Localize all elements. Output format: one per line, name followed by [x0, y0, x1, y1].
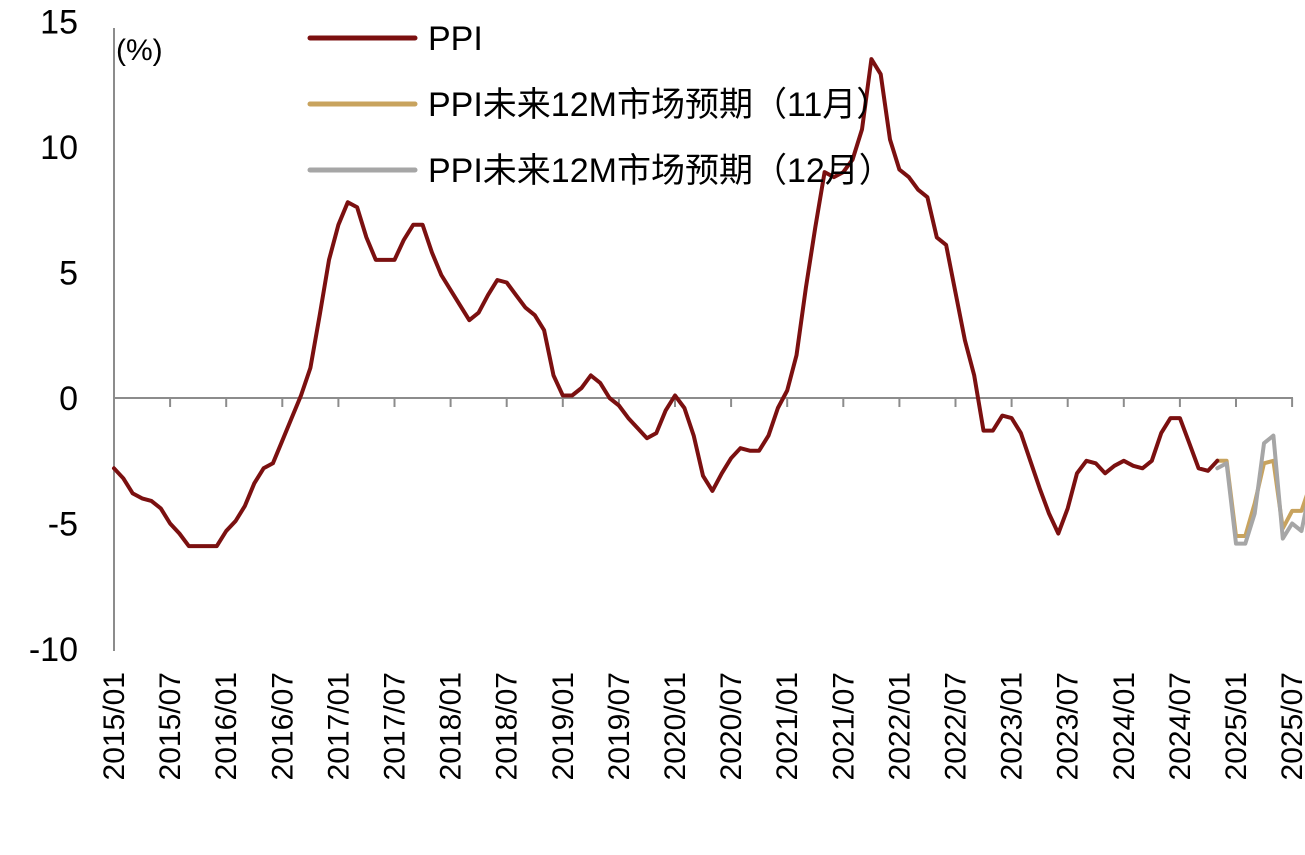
x-tick-label: 2016/07: [266, 672, 299, 780]
axes: [113, 28, 1294, 651]
y-axis-unit-label: (%): [116, 34, 163, 67]
x-tick-label: 2019/01: [547, 672, 580, 780]
x-tick-label: 2025/07: [1276, 672, 1305, 780]
series-lines: [112, 57, 1305, 549]
x-tick-label: 2021/07: [827, 672, 860, 780]
x-tick-label: 2020/07: [715, 672, 748, 780]
x-axis-tick-labels: 2015/01 2015/07 2016/01 2016/07 2017/01 2017/…: [98, 672, 1305, 780]
legend-label-3: PPI未来12M市场预期（12月）: [428, 152, 893, 190]
x-tick-label: 2022/01: [883, 672, 916, 780]
x-tick-label: 2015/07: [154, 672, 187, 780]
x-tick-label: 2020/01: [659, 672, 692, 780]
y-tick-label: -10: [29, 631, 78, 669]
x-tick-label: 2015/01: [98, 672, 131, 780]
y-tick-label: -5: [48, 506, 78, 544]
x-tick-label: 2017/07: [379, 672, 412, 780]
x-tick-label: 2018/01: [435, 672, 468, 780]
legend-label-2: PPI未来12M市场预期（11月）: [428, 86, 890, 124]
x-tick-label: 2018/07: [491, 672, 524, 780]
y-tick-label: 15: [40, 4, 78, 42]
x-tick-label: 2024/07: [1164, 672, 1197, 780]
x-tick-label: 2017/01: [322, 672, 355, 780]
legend-label-1: PPI: [428, 20, 483, 58]
y-tick-label: 10: [40, 129, 78, 167]
x-tick-label: 2021/01: [771, 672, 804, 780]
x-tick-label: 2019/07: [603, 672, 636, 780]
series-line-1: [112, 57, 1220, 549]
y-tick-label: 5: [59, 255, 78, 293]
x-tick-label: 2022/07: [940, 672, 973, 780]
x-tick-label: 2016/01: [210, 672, 243, 780]
x-tick-label: 2025/01: [1220, 672, 1253, 780]
y-axis-tick-labels: 15 10 5 0 -5 -10: [29, 4, 78, 670]
y-tick-label: 0: [59, 380, 78, 418]
x-tick-label: 2024/01: [1108, 672, 1141, 780]
legend: PPI PPI未来12M市场预期（11月） PPI未来12M市场预期（12月）: [307, 20, 893, 190]
x-tick-label: 2023/01: [996, 672, 1029, 780]
series-line-3: [1215, 433, 1305, 546]
x-tick-label: 2023/07: [1052, 672, 1085, 780]
